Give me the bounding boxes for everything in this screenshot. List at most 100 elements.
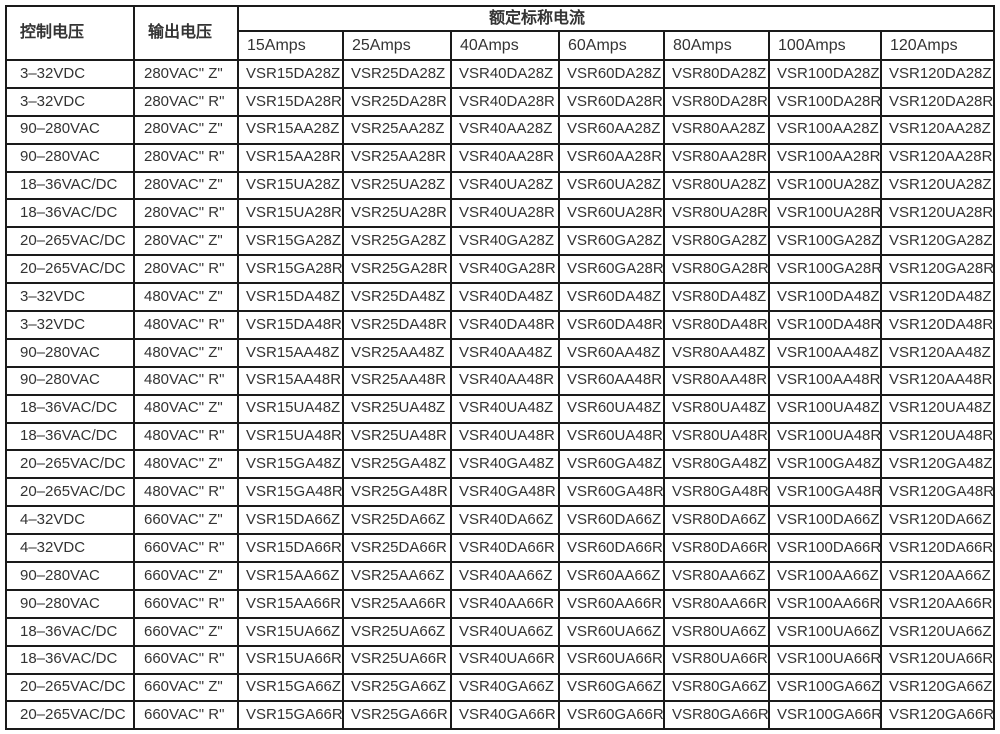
table-body: 3–32VDC 280VAC" Z" VSR15DA28Z VSR25DA28Z VSR… xyxy=(5,59,995,731)
part-number-cell: VSR60UA48Z xyxy=(558,393,665,424)
part-number-cell: VSR25AA48Z xyxy=(342,337,452,368)
part-number-cell: VSR100DA66R xyxy=(768,533,882,564)
part-number-cell: VSR80AA66Z xyxy=(663,561,770,591)
part-number-cell: VSR60AA28R xyxy=(558,142,665,173)
part-number-cell: VSR120UA66R xyxy=(880,644,995,675)
control-voltage-cell: 20–265VAC/DC xyxy=(5,226,135,257)
part-number-cell: VSR40GA28Z xyxy=(450,226,560,257)
part-number-cell: VSR120AA28R xyxy=(880,142,995,173)
part-number-cell: VSR25DA28Z xyxy=(342,59,452,89)
output-voltage-cell: 480VAC" Z" xyxy=(133,393,239,424)
part-number-cell: VSR120UA28R xyxy=(880,198,995,229)
part-number-cell: VSR15DA28Z xyxy=(237,59,344,89)
part-number-cell: VSR80GA66Z xyxy=(663,672,770,703)
part-number-cell: VSR60AA66R xyxy=(558,588,665,619)
part-number-cell: VSR15GA48Z xyxy=(237,449,344,480)
part-number-cell: VSR100GA48R xyxy=(768,477,882,508)
part-number-cell: VSR40UA28R xyxy=(450,198,560,229)
part-number-cell: VSR100AA28Z xyxy=(768,114,882,145)
control-voltage-cell: 4–32VDC xyxy=(5,505,135,536)
part-number-cell: VSR25GA48R xyxy=(342,477,452,508)
part-number-selection-table: 控制电压 输出电压 额定标称电流 15Amps 25Amps 40Amps 60… xyxy=(5,5,995,731)
part-number-cell: VSR100DA48R xyxy=(768,310,882,340)
part-number-cell: VSR100AA28R xyxy=(768,142,882,173)
header-row-amps: 15Amps 25Amps 40Amps 60Amps 80Amps 100Am… xyxy=(6,30,995,61)
part-number-cell: VSR100DA28R xyxy=(768,86,882,117)
table-row: 4–32VDC 660VAC" R" VSR15DA66R VSR25DA66R VSR… xyxy=(5,533,995,564)
part-number-cell: VSR120AA48R xyxy=(880,365,995,396)
control-voltage-cell: 90–280VAC xyxy=(5,365,135,396)
part-number-cell: VSR25AA66Z xyxy=(342,561,452,591)
part-number-cell: VSR60GA28Z xyxy=(558,226,665,257)
part-number-cell: VSR80AA28Z xyxy=(663,114,770,145)
part-number-cell: VSR100AA66Z xyxy=(768,561,882,591)
part-number-cell: VSR100UA28Z xyxy=(768,170,882,201)
part-number-cell: VSR25GA66R xyxy=(342,700,452,731)
part-number-cell: VSR60DA28R xyxy=(558,86,665,117)
part-number-cell: VSR80UA48Z xyxy=(663,393,770,424)
part-number-cell: VSR60UA48R xyxy=(558,421,665,452)
part-number-cell: VSR40DA28R xyxy=(450,86,560,117)
part-number-cell: VSR120DA28R xyxy=(880,86,995,117)
amp-column-header-100: 100Amps xyxy=(768,30,882,61)
part-number-cell: VSR25GA28Z xyxy=(342,226,452,257)
part-number-cell: VSR25GA48Z xyxy=(342,449,452,480)
rated-current-header: 额定标称电流 xyxy=(237,5,995,32)
part-number-cell: VSR25UA48R xyxy=(342,421,452,452)
part-number-cell: VSR15GA66Z xyxy=(237,672,344,703)
part-number-cell: VSR120DA66Z xyxy=(880,505,995,536)
part-number-cell: VSR40AA66R xyxy=(450,588,560,619)
part-number-cell: VSR40DA28Z xyxy=(450,59,560,89)
part-number-cell: VSR80DA28R xyxy=(663,86,770,117)
part-number-cell: VSR120DA28Z xyxy=(880,59,995,89)
part-number-cell: VSR60AA48Z xyxy=(558,337,665,368)
part-number-cell: VSR120AA48Z xyxy=(880,337,995,368)
table-row: 20–265VAC/DC 660VAC" R" VSR15GA66R VSR25GA6… xyxy=(5,700,995,731)
part-number-cell: VSR100UA48R xyxy=(768,421,882,452)
part-number-cell: VSR25UA28R xyxy=(342,198,452,229)
part-number-cell: VSR120DA48Z xyxy=(880,282,995,313)
output-voltage-cell: 280VAC" R" xyxy=(133,254,239,285)
part-number-cell: VSR80GA28R xyxy=(663,254,770,285)
part-number-cell: VSR80GA48Z xyxy=(663,449,770,480)
part-number-cell: VSR100GA28Z xyxy=(768,226,882,257)
part-number-cell: VSR80AA28R xyxy=(663,142,770,173)
output-voltage-cell: 280VAC" Z" xyxy=(133,170,239,201)
part-number-cell: VSR15UA66Z xyxy=(237,616,344,647)
amp-column-header-40: 40Amps xyxy=(450,30,560,61)
part-number-cell: VSR80DA28Z xyxy=(663,59,770,89)
part-number-cell: VSR80AA48R xyxy=(663,365,770,396)
part-number-cell: VSR120GA28Z xyxy=(880,226,995,257)
control-voltage-cell: 3–32VDC xyxy=(5,86,135,117)
output-voltage-cell: 480VAC" Z" xyxy=(133,282,239,313)
output-voltage-cell: 480VAC" R" xyxy=(133,310,239,340)
table-row: 90–280VAC 660VAC" R" VSR15AA66R VSR25AA66R V… xyxy=(5,588,995,619)
table-row: 20–265VAC/DC 480VAC" Z" VSR15GA48Z VSR25GA4… xyxy=(5,449,995,480)
output-voltage-cell: 660VAC" R" xyxy=(133,588,239,619)
table-row: 90–280VAC 280VAC" R" VSR15AA28R VSR25AA28R V… xyxy=(5,142,995,173)
output-voltage-cell: 660VAC" Z" xyxy=(133,561,239,591)
output-voltage-cell: 660VAC" Z" xyxy=(133,505,239,536)
part-number-cell: VSR120AA66Z xyxy=(880,561,995,591)
part-number-cell: VSR15DA48Z xyxy=(237,282,344,313)
part-number-cell: VSR15UA48Z xyxy=(237,393,344,424)
table-row: 18–36VAC/DC 280VAC" R" VSR15UA28R VSR25UA28… xyxy=(5,198,995,229)
part-number-cell: VSR120AA66R xyxy=(880,588,995,619)
part-number-cell: VSR25UA48Z xyxy=(342,393,452,424)
part-number-cell: VSR80UA28Z xyxy=(663,170,770,201)
part-number-cell: VSR15AA66Z xyxy=(237,561,344,591)
control-voltage-cell: 4–32VDC xyxy=(5,533,135,564)
part-number-cell: VSR40DA48R xyxy=(450,310,560,340)
part-number-cell: VSR120UA66Z xyxy=(880,616,995,647)
part-number-cell: VSR25DA48R xyxy=(342,310,452,340)
part-number-cell: VSR60DA48R xyxy=(558,310,665,340)
control-voltage-cell: 20–265VAC/DC xyxy=(5,477,135,508)
part-number-cell: VSR40UA48R xyxy=(450,421,560,452)
part-number-cell: VSR80DA48Z xyxy=(663,282,770,313)
part-number-cell: VSR120GA48Z xyxy=(880,449,995,480)
part-number-cell: VSR40DA48Z xyxy=(450,282,560,313)
part-number-cell: VSR25AA66R xyxy=(342,588,452,619)
control-voltage-cell: 3–32VDC xyxy=(5,282,135,313)
part-number-cell: VSR100DA28Z xyxy=(768,59,882,89)
